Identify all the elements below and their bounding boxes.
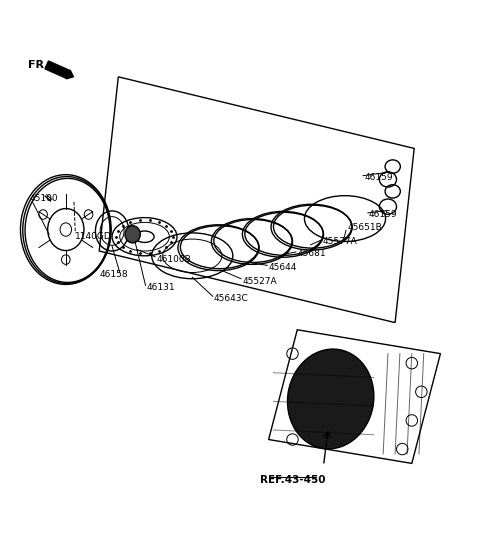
Text: 45527A: 45527A — [242, 277, 277, 286]
FancyArrow shape — [45, 61, 73, 79]
Text: FR.: FR. — [28, 60, 48, 70]
Text: 45651B: 45651B — [348, 223, 383, 232]
Text: 45681: 45681 — [297, 249, 326, 258]
Ellipse shape — [288, 349, 374, 449]
Text: 46159: 46159 — [364, 173, 393, 181]
Text: 45577A: 45577A — [323, 237, 357, 246]
Text: 45644: 45644 — [269, 263, 297, 272]
Text: 45643C: 45643C — [214, 294, 249, 303]
Text: 46100B: 46100B — [156, 255, 191, 264]
Ellipse shape — [60, 223, 72, 236]
Ellipse shape — [125, 226, 140, 243]
Text: 46159: 46159 — [369, 210, 397, 219]
Text: 46131: 46131 — [147, 283, 176, 292]
Text: 45100: 45100 — [30, 194, 59, 203]
Text: REF.43-450: REF.43-450 — [260, 475, 325, 485]
Text: 1140GD: 1140GD — [75, 232, 112, 241]
Text: 46158: 46158 — [99, 270, 128, 280]
